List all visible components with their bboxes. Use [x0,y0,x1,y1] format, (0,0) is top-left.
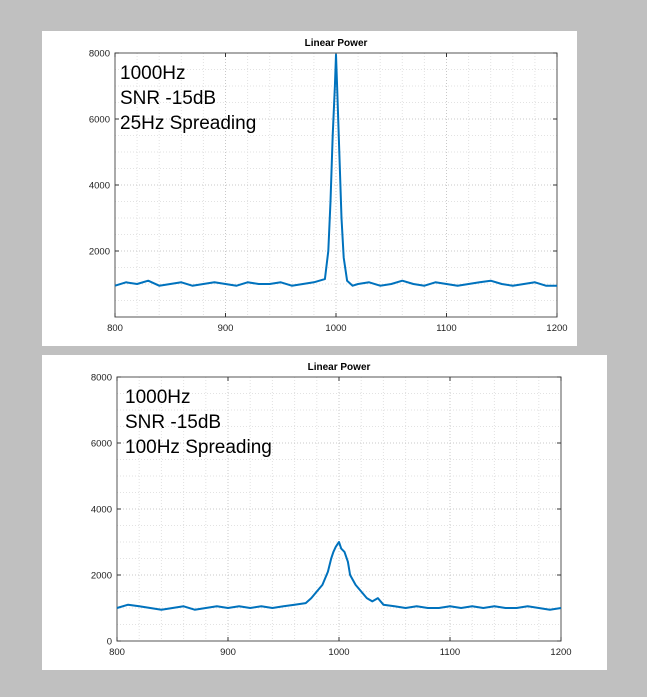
chart-panel-2: Linear Power 800 900 1000 1100 1200 0 2000 4000 6… [42,355,607,670]
chart-title: Linear Power [308,362,371,373]
y-tick-label: 4000 [91,505,112,516]
annotation-line: 1000Hz [120,63,186,84]
x-tick-label: 900 [218,323,234,334]
annotation-line: 100Hz Spreading [125,437,272,458]
y-tick-label: 6000 [91,439,112,450]
x-tick-label: 900 [220,647,236,658]
y-tick-label: 2000 [89,247,110,258]
annotation-line: 25Hz Spreading [120,113,256,134]
x-tick-label: 1200 [550,647,571,658]
chart-panel-1: Linear Power 800 900 1000 1100 1200 2000 4000 60… [42,31,577,346]
annotation-line: 1000Hz [125,387,191,408]
y-tick-label: 8000 [91,373,112,384]
chart-1: Linear Power 800 900 1000 1100 1200 2000 4000 60… [89,38,568,334]
x-tick-label: 1100 [436,323,456,334]
y-tick-label: 8000 [89,49,110,60]
x-tick-label: 1200 [546,323,567,334]
y-tick-label: 0 [107,637,112,648]
annotation-line: SNR -15dB [120,88,216,109]
chart-title: Linear Power [305,38,368,49]
y-tick-label: 6000 [89,115,110,126]
x-tick-label: 1000 [328,647,349,658]
series-line [116,541,562,611]
chart-2: Linear Power 800 900 1000 1100 1200 0 2000 4000 6… [91,362,572,658]
x-tick-label: 1000 [325,323,346,334]
y-tick-label: 4000 [89,181,110,192]
series-line [114,53,557,287]
x-tick-label: 1100 [440,647,460,658]
annotation-line: SNR -15dB [125,412,221,433]
x-tick-label: 800 [109,647,125,658]
x-tick-label: 800 [107,323,123,334]
y-tick-label: 2000 [91,571,112,582]
